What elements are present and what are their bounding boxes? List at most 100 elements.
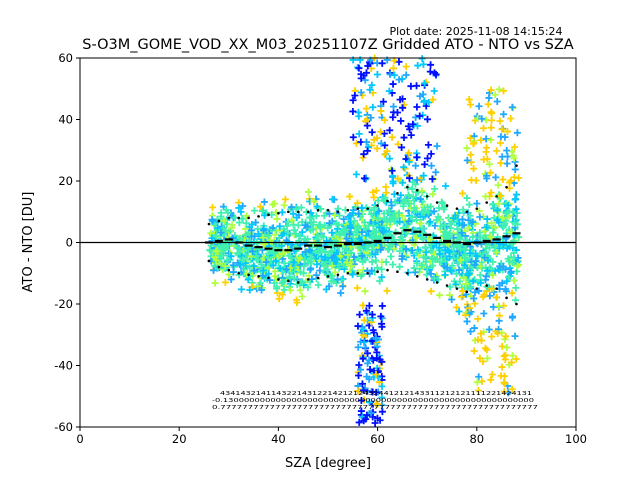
- data-point: [432, 70, 440, 78]
- data-point: [500, 352, 508, 360]
- data-point: [453, 270, 461, 278]
- data-point: [358, 228, 366, 236]
- data-point: [473, 252, 481, 260]
- data-point: [503, 160, 511, 168]
- data-point: [280, 201, 288, 209]
- data-point: [254, 282, 262, 290]
- upper-mark: [465, 210, 469, 214]
- data-point: [491, 223, 499, 231]
- data-point: [383, 56, 391, 64]
- data-point: [486, 233, 494, 241]
- data-point: [427, 162, 435, 170]
- data-point: [361, 218, 369, 226]
- data-point: [388, 133, 396, 141]
- data-point: [349, 133, 357, 141]
- upper-mark: [237, 216, 241, 220]
- data-point: [402, 63, 410, 71]
- lower-mark: [515, 302, 518, 306]
- data-point: [412, 162, 420, 170]
- data-point: [512, 355, 520, 363]
- y-tick-label: 0: [66, 236, 73, 250]
- data-point: [507, 177, 515, 185]
- data-point: [465, 96, 473, 104]
- data-point: [419, 224, 427, 232]
- data-point: [436, 291, 444, 299]
- upper-mark: [495, 195, 498, 198]
- data-point: [250, 267, 258, 275]
- data-point: [206, 246, 214, 254]
- data-point: [365, 356, 373, 364]
- data-point: [347, 249, 355, 257]
- data-point: [386, 218, 394, 226]
- data-point: [382, 258, 390, 266]
- data-point: [425, 98, 433, 106]
- chart-title: S-O3M_GOME_VOD_XX_M03_20251107Z Gridded …: [82, 37, 573, 53]
- data-point: [364, 349, 372, 357]
- data-point: [487, 219, 495, 227]
- data-point: [227, 252, 235, 260]
- data-point: [485, 94, 493, 102]
- data-point: [365, 375, 373, 383]
- data-point: [470, 347, 478, 355]
- data-point: [471, 288, 479, 296]
- data-point: [230, 242, 238, 250]
- data-point: [500, 372, 508, 380]
- data-point: [378, 323, 386, 331]
- data-point: [356, 56, 364, 64]
- data-point: [505, 257, 513, 265]
- data-point: [359, 355, 367, 363]
- data-point: [492, 293, 500, 301]
- data-point: [461, 261, 469, 269]
- data-point: [229, 261, 237, 269]
- data-point: [368, 258, 376, 266]
- data-point: [418, 208, 426, 216]
- data-point: [487, 265, 495, 273]
- data-point: [283, 222, 291, 230]
- upper-mark: [366, 207, 369, 210]
- data-point: [503, 128, 511, 136]
- data-point: [503, 277, 511, 285]
- upper-mark: [227, 216, 231, 220]
- data-point: [423, 264, 431, 272]
- data-point: [346, 193, 354, 201]
- data-point: [458, 215, 466, 223]
- data-point: [237, 285, 245, 293]
- data-point: [426, 218, 434, 226]
- data-point: [212, 232, 220, 240]
- data-point: [487, 86, 495, 94]
- data-point: [511, 332, 519, 340]
- data-point: [294, 221, 302, 229]
- lower-mark: [445, 284, 449, 287]
- data-point: [325, 282, 333, 290]
- data-point: [218, 252, 226, 260]
- data-point: [413, 122, 421, 130]
- data-point: [446, 291, 454, 299]
- data-point: [487, 108, 495, 116]
- data-point: [321, 254, 329, 262]
- data-point: [378, 394, 386, 402]
- data-point: [363, 411, 371, 419]
- data-point: [405, 200, 413, 208]
- data-point: [367, 114, 375, 122]
- data-point: [460, 274, 468, 282]
- data-point: [409, 193, 417, 201]
- data-point: [411, 180, 419, 188]
- data-point: [501, 265, 509, 273]
- data-point: [435, 244, 443, 252]
- scatter-cloud: [206, 54, 523, 427]
- data-point: [409, 120, 417, 128]
- data-point: [431, 256, 439, 264]
- data-point: [297, 268, 305, 276]
- upper-mark: [415, 188, 419, 192]
- annotation-row-3: 0.77777777777777777777777777777777777777…: [212, 405, 539, 411]
- y-tick-label: 20: [58, 174, 73, 188]
- lower-mark: [247, 273, 250, 277]
- data-point: [278, 232, 286, 240]
- data-point: [496, 139, 504, 147]
- data-point: [413, 176, 421, 184]
- x-tick-label: 100: [565, 432, 587, 446]
- data-point: [261, 211, 269, 219]
- data-point: [381, 215, 389, 223]
- data-point: [429, 262, 437, 270]
- data-point: [362, 105, 370, 113]
